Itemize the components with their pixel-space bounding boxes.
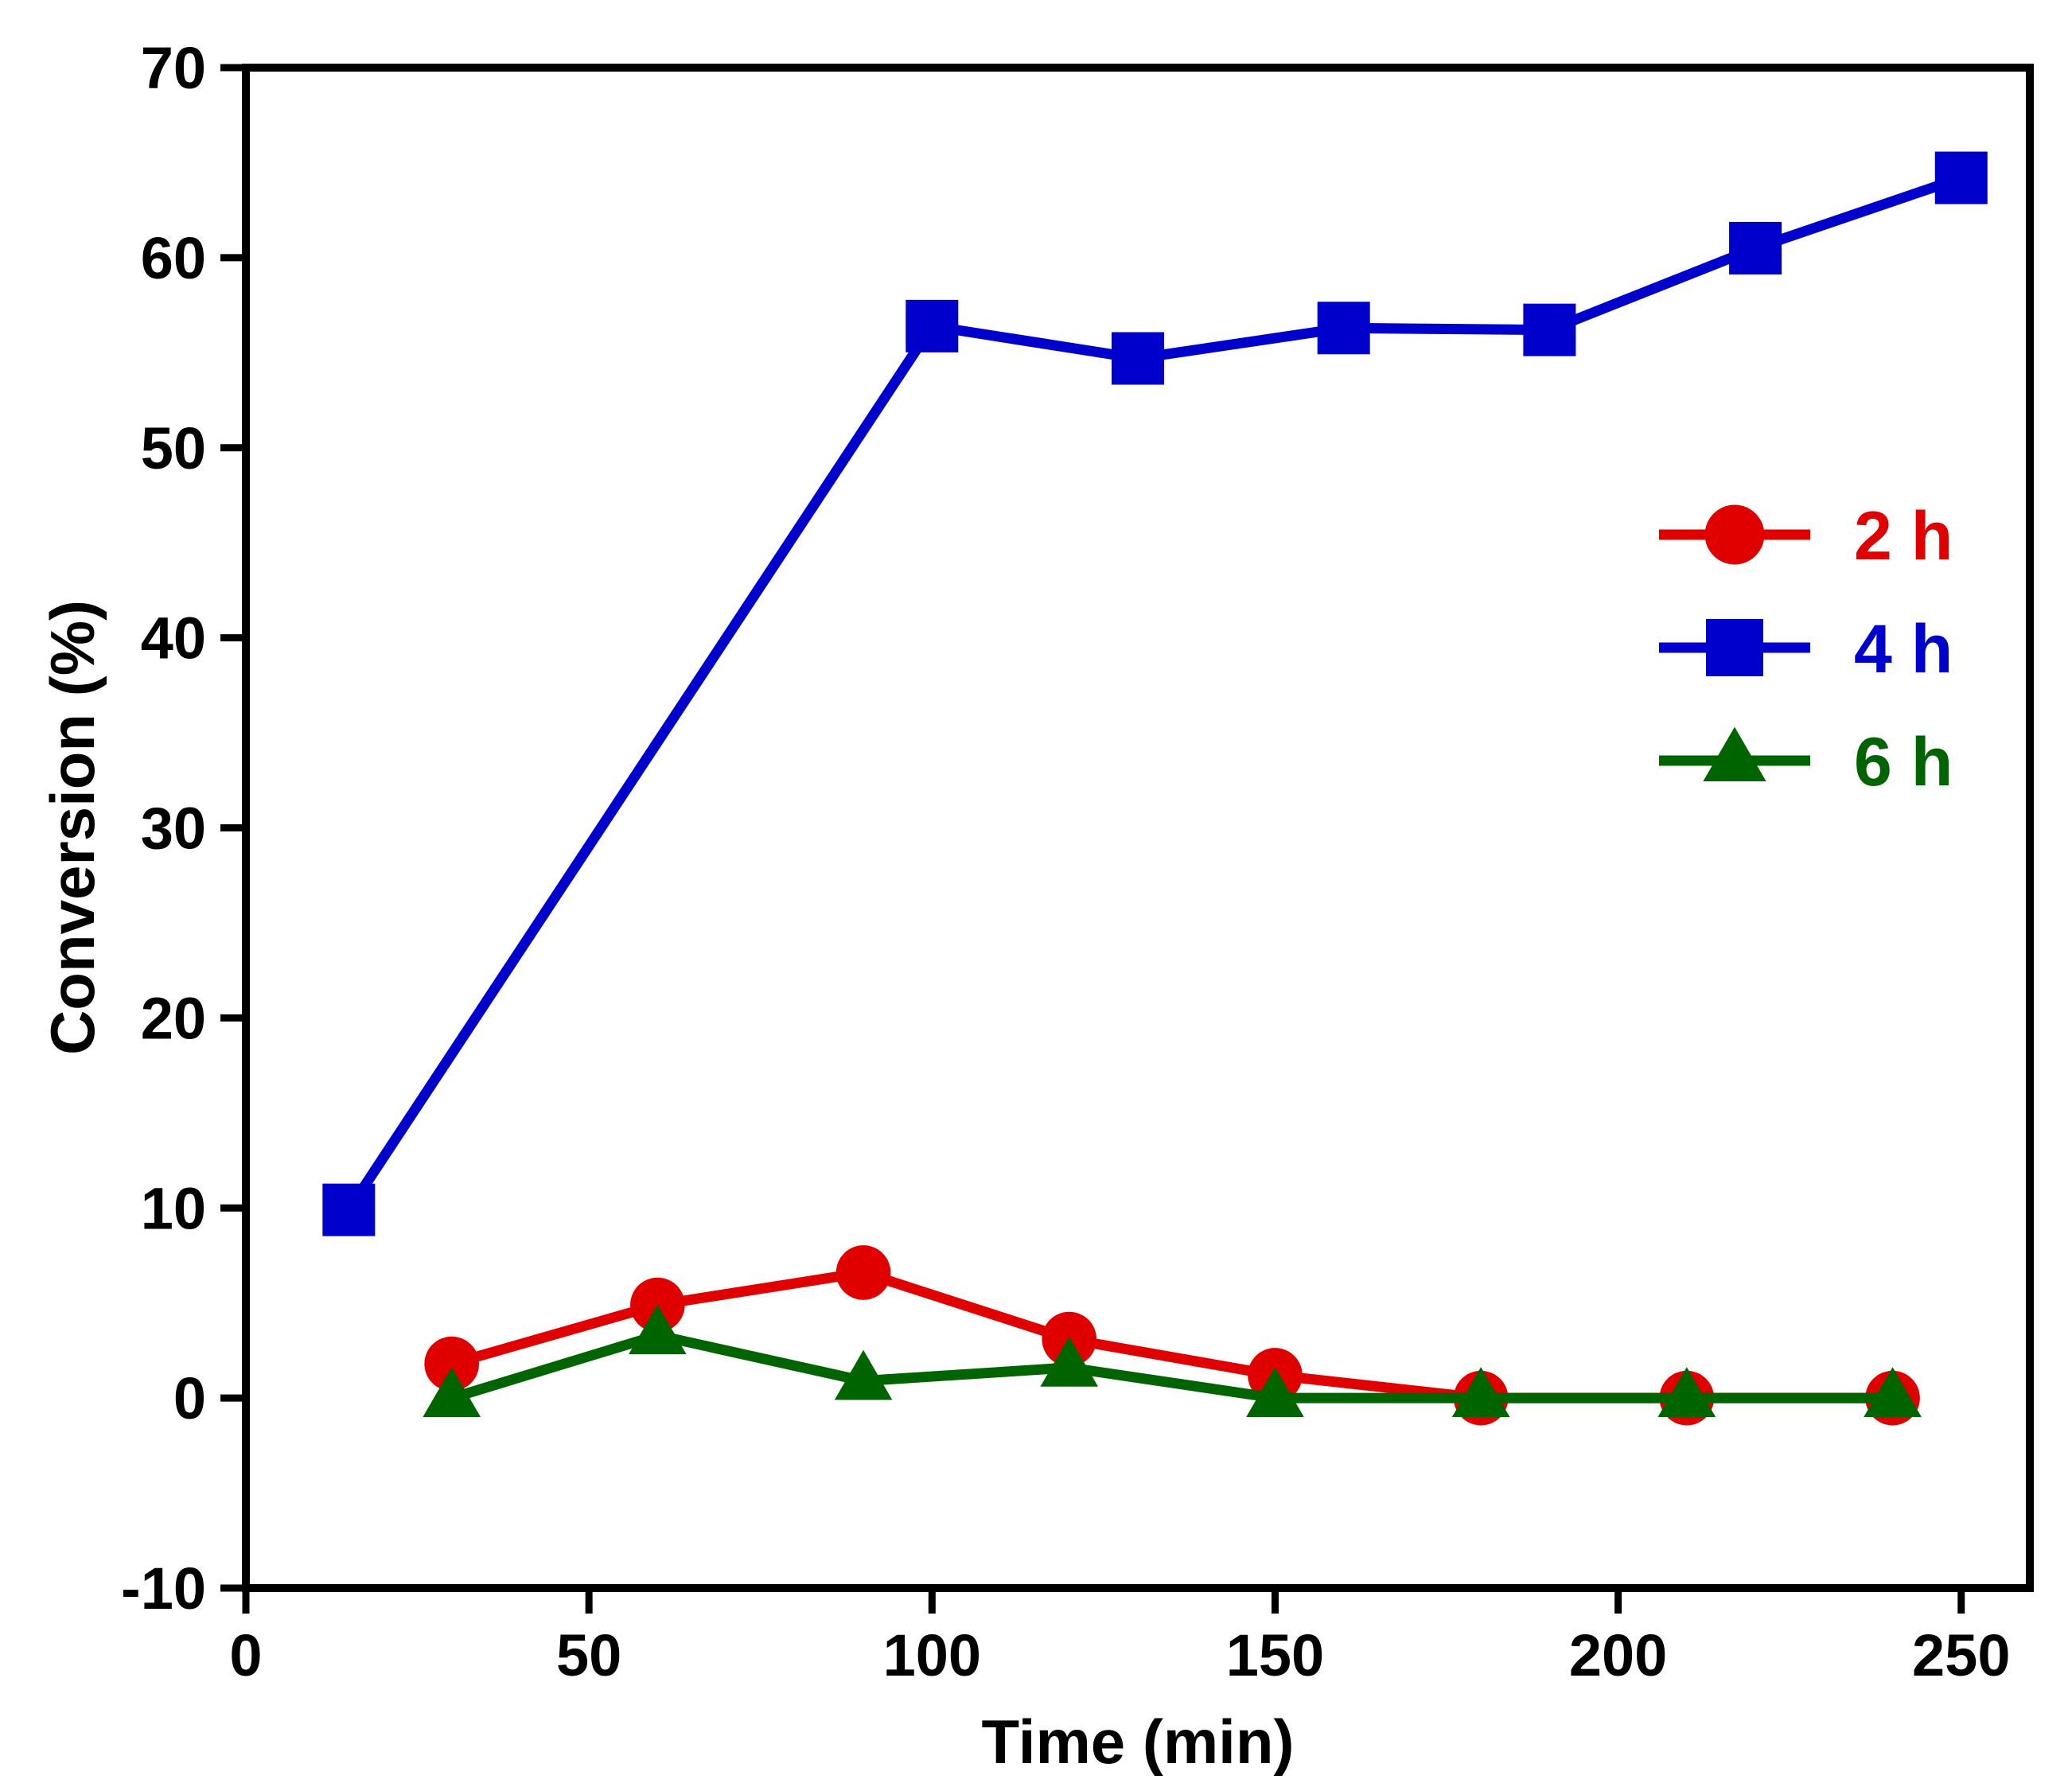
data-point-4h: [1317, 302, 1370, 355]
legend-marker: [1704, 504, 1765, 565]
data-point-6h: [1451, 1367, 1510, 1417]
data-point-4h: [1523, 303, 1576, 356]
plot-frame: [242, 64, 2034, 1592]
y-tick-label: 40: [141, 605, 206, 672]
data-point-2h: [424, 1336, 480, 1392]
x-tick-label: 50: [556, 1622, 621, 1688]
series-line-6h: [450, 1330, 1893, 1404]
data-point-2h: [835, 1245, 891, 1300]
data-point-4h: [1729, 221, 1782, 274]
legend-label: 2 h: [1854, 498, 1953, 574]
x-axis-title: Time (min): [982, 1707, 1295, 1777]
y-tick-label: 50: [141, 415, 206, 481]
legend-marker: [1703, 726, 1766, 781]
x-tick-label: 200: [1569, 1622, 1667, 1688]
y-tick-label: 70: [141, 35, 206, 101]
y-axis-ticks: -10 0 10 20 30 40 50 60 70: [121, 35, 246, 1622]
data-point-6h: [1657, 1367, 1716, 1417]
x-axis-ticks: 0 50 100 150 200 250: [229, 1588, 2011, 1688]
legend-item-4h: 4 h: [1659, 611, 1953, 687]
data-point-6h: [1864, 1367, 1922, 1417]
data-point-4h: [906, 299, 959, 352]
y-tick-label: 60: [141, 225, 206, 291]
series-4h: [322, 151, 1988, 1236]
x-tick-label: 250: [1912, 1622, 2010, 1688]
data-point-6h: [423, 1367, 481, 1417]
y-tick-label: 10: [141, 1175, 206, 1241]
data-point-6h: [1040, 1337, 1099, 1387]
data-point-6h: [834, 1349, 893, 1400]
y-tick-label: -10: [121, 1555, 206, 1622]
series-6h: [423, 1304, 1922, 1417]
data-point-6h: [1246, 1367, 1304, 1417]
legend-marker: [1706, 619, 1763, 676]
data-point-6h: [629, 1304, 687, 1355]
x-tick-label: 0: [229, 1622, 262, 1688]
legend-label: 6 h: [1854, 724, 1953, 800]
data-point-4h: [322, 1183, 376, 1236]
legend-item-6h: 6 h: [1659, 724, 1953, 800]
x-tick-label: 100: [883, 1622, 981, 1688]
y-tick-label: 20: [141, 985, 206, 1051]
legend: 2 h 4 h 6 h: [1659, 498, 1953, 800]
legend-item-2h: 2 h: [1659, 498, 1953, 574]
data-point-4h: [1112, 332, 1164, 385]
legend-label: 4 h: [1854, 611, 1953, 687]
y-tick-label: 0: [173, 1365, 206, 1431]
data-point-4h: [1934, 151, 1988, 204]
x-tick-label: 150: [1226, 1622, 1324, 1688]
y-tick-label: 30: [141, 796, 206, 862]
series-layer: [322, 151, 1988, 1426]
y-axis-title: Conversion (%): [37, 600, 107, 1055]
